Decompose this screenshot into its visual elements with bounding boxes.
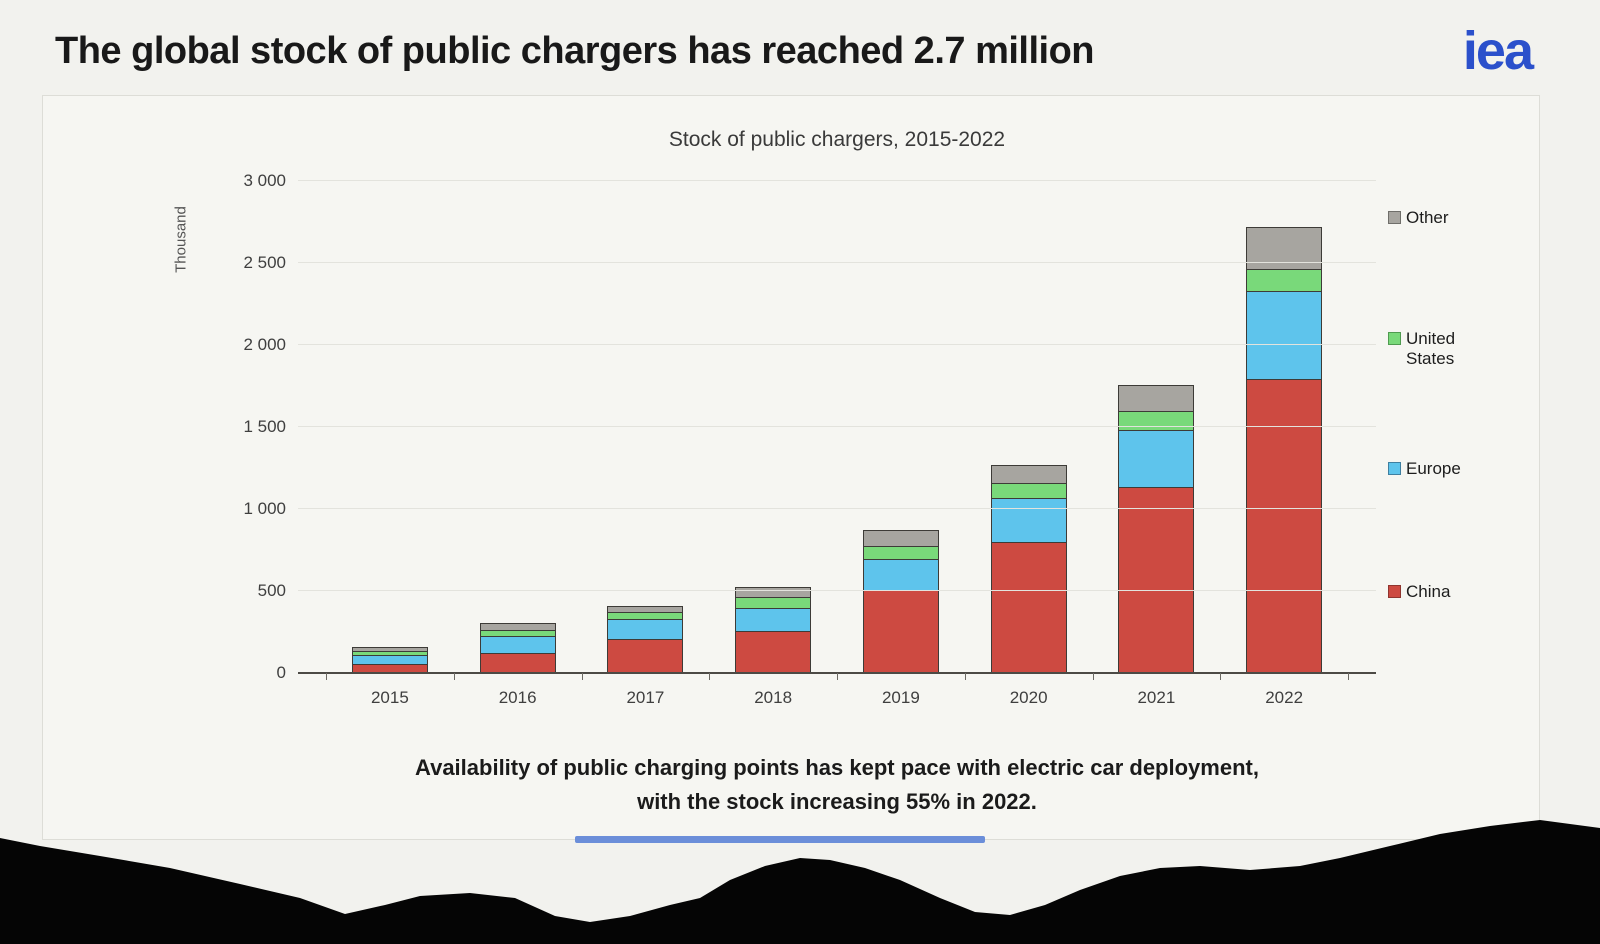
- x-axis-tick: [326, 673, 327, 680]
- bar-2018: [709, 181, 837, 674]
- iea-logo: iea: [1462, 21, 1534, 81]
- legend-entry-other: Other: [1388, 208, 1449, 228]
- x-axis-labels: 2015 2016 2017 2018 2019 2020 2021 2022: [326, 688, 1348, 708]
- x-axis-tick: [709, 673, 711, 680]
- x-label-2020: 2020: [1009, 688, 1048, 707]
- bar-2016-segment-europe: [479, 636, 556, 654]
- bar-2022-segment-united-states: [1246, 269, 1323, 293]
- x-axis-tick: [1348, 673, 1349, 680]
- x-label-2015: 2015: [370, 688, 409, 707]
- bar-2021-segment-united-states: [1118, 411, 1195, 431]
- x-label-2016: 2016: [498, 688, 537, 707]
- legend-label: Other: [1406, 208, 1449, 228]
- x-axis-tick: [1220, 673, 1222, 680]
- torn-paper-edge-graphic: [0, 820, 1600, 944]
- x-axis-tick: [581, 673, 583, 680]
- bar-2017: [582, 181, 710, 674]
- x-label-2021: 2021: [1137, 688, 1176, 707]
- chart-legend: Other United States Europe China: [1388, 181, 1538, 673]
- legend-label: Europe: [1406, 458, 1461, 478]
- legend-label: China: [1406, 581, 1451, 601]
- y-axis-title: Thousand: [172, 206, 190, 273]
- y-tick-label-500: 500: [257, 581, 286, 600]
- chart-footnote: Availability of public charging points h…: [298, 751, 1376, 819]
- bar-2021: [1093, 181, 1221, 674]
- legend-entry-united-states: United States: [1388, 329, 1501, 370]
- bar-2018-segment-china: [735, 631, 812, 674]
- bar-2019-segment-united-states: [862, 545, 939, 561]
- bar-2020-segment-china: [990, 541, 1067, 674]
- bar-2021-segment-europe: [1118, 429, 1195, 489]
- bar-2021-segment-other: [1118, 385, 1195, 413]
- bar-2015: [326, 181, 454, 674]
- x-axis-tick: [453, 673, 455, 680]
- x-label-2017: 2017: [626, 688, 665, 707]
- y-tick-label-2500: 2 500: [243, 253, 286, 272]
- bar-2022: [1220, 181, 1348, 674]
- gridline-2000: [298, 344, 1376, 345]
- bar-2022-segment-europe: [1246, 291, 1323, 380]
- legend-swatch-icon: [1388, 331, 1401, 345]
- bar-2022-segment-china: [1246, 378, 1323, 674]
- bar-2022-segment-other: [1246, 226, 1323, 271]
- y-tick-label-3000: 3 000: [243, 171, 286, 190]
- y-tick-label-2000: 2 000: [243, 335, 286, 354]
- x-axis-tick: [837, 673, 838, 680]
- page-title: The global stock of public chargers has …: [55, 30, 1095, 72]
- y-tick-label-1500: 1 500: [243, 417, 286, 436]
- bar-2019-segment-europe: [862, 559, 939, 591]
- legend-swatch-icon: [1388, 211, 1401, 225]
- bar-2020-segment-united-states: [990, 482, 1067, 499]
- footnote-line2: with the stock increasing 55% in 2022.: [637, 789, 1037, 815]
- x-axis-tick: [1092, 673, 1094, 680]
- legend-swatch-icon: [1388, 584, 1401, 598]
- x-axis-tick: [964, 673, 966, 680]
- torn-paper-edge-shape: [0, 820, 1600, 944]
- gridline-1500: [298, 426, 1376, 427]
- x-label-2022: 2022: [1265, 688, 1304, 707]
- bar-2017-segment-china: [607, 638, 684, 674]
- x-label-2018: 2018: [754, 688, 793, 707]
- bar-2019: [837, 181, 965, 674]
- y-tick-label-0: 0: [276, 663, 286, 682]
- bar-2017-segment-europe: [607, 619, 684, 640]
- bar-2021-segment-china: [1118, 487, 1195, 674]
- legend-entry-china: China: [1388, 582, 1450, 602]
- legend-label: United States: [1406, 328, 1456, 368]
- plot-area: 0 500 1 000 1 500 2 000 2 500 3 000: [243, 171, 1376, 682]
- chart-title: Stock of public chargers, 2015-2022: [668, 128, 1006, 151]
- bar-2018-segment-europe: [735, 607, 812, 633]
- legend-entry-europe: Europe: [1388, 459, 1461, 479]
- bar-2020: [965, 181, 1093, 674]
- footnote-underline-rule: [575, 836, 985, 843]
- legend-swatch-icon: [1388, 461, 1401, 475]
- bar-2016-segment-china: [479, 652, 556, 674]
- bar-2020-segment-europe: [990, 497, 1067, 543]
- footnote-line1: Availability of public charging points h…: [415, 755, 1259, 780]
- x-label-2019: 2019: [881, 688, 920, 707]
- gridline-3000: [298, 180, 1376, 181]
- gridline-500: [298, 590, 1376, 591]
- bar-2019-segment-china: [862, 589, 939, 674]
- bar-2020-segment-other: [990, 465, 1067, 484]
- bar-2016: [454, 181, 582, 674]
- gridline-1000: [298, 508, 1376, 509]
- bar-2019-segment-other: [862, 530, 939, 547]
- y-tick-label-1000: 1 000: [243, 499, 286, 518]
- gridline-2500: [298, 262, 1376, 263]
- chart-panel: Stock of public chargers, 2015-2022 Thou…: [42, 95, 1540, 840]
- bars-row: [326, 181, 1348, 674]
